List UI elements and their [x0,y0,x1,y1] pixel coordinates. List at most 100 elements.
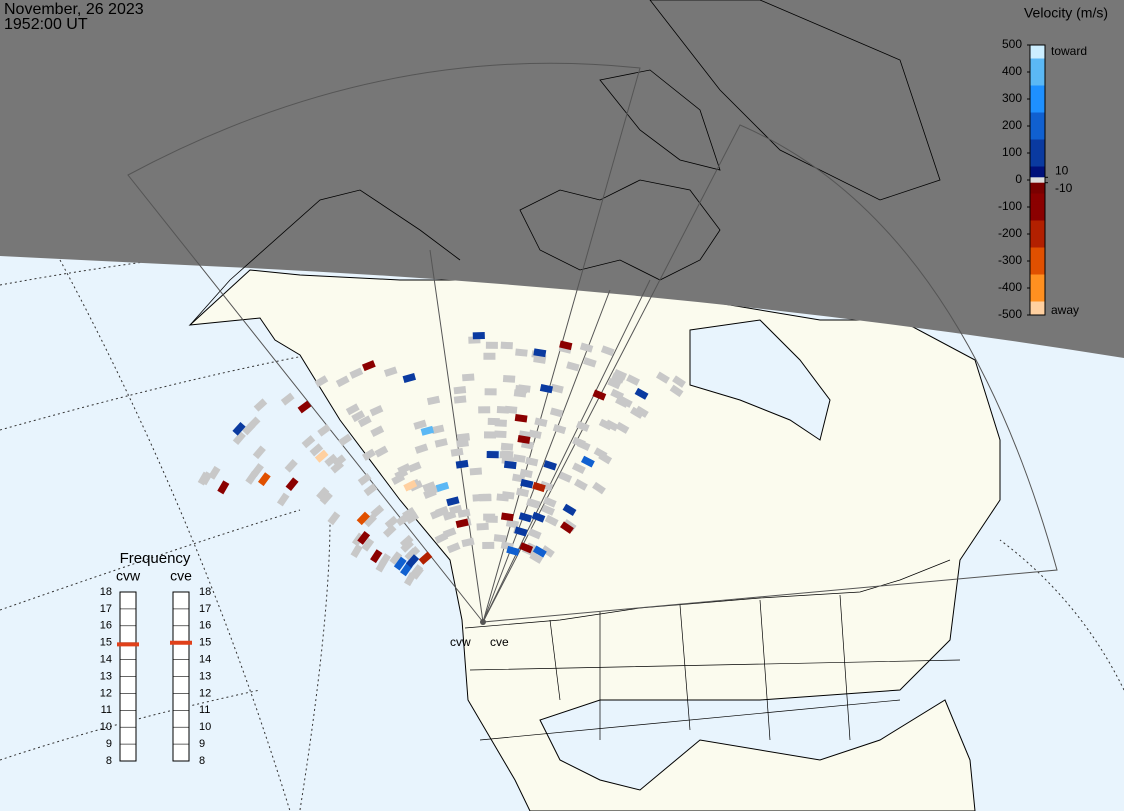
colorbar-step [1030,72,1045,76]
velocity-cell [285,477,299,492]
frequency-tick-label: 9 [199,738,205,750]
ground-scatter [502,374,516,383]
ground-scatter [549,407,564,418]
ground-scatter [370,425,385,438]
ground-scatter [485,515,498,523]
velocity-cell [539,383,554,394]
colorbar-step [1030,58,1045,62]
colorbar: 500 400 300 200 100 0 -100 -200 -300 -400 -500 10 -1… [998,37,1087,321]
ground-scatter [319,491,333,505]
ground-scatter [442,510,457,521]
velocity-cell [446,496,460,507]
radar-site [480,619,486,625]
velocity-cell [517,435,531,444]
colorbar-step [1030,88,1045,92]
ground-scatter [566,361,580,372]
colorbar-step [1030,296,1045,300]
colorbar-step [1030,136,1045,140]
ground-scatter [476,522,489,531]
frequency-tick-label: 13 [100,670,112,682]
ground-scatter [335,375,350,388]
ground-scatter [351,410,366,423]
ground-scatter [232,431,246,446]
velocity-cell [531,511,546,523]
colorbar-step [1030,166,1045,170]
colorbar-tick-label: 300 [1002,91,1022,105]
ground-scatter [375,558,388,573]
ground-scatter [453,386,467,395]
time: 1952:00 UT [4,16,88,33]
velocity-cell [532,481,546,493]
ground-scatter [583,357,597,368]
colorbar-step [1030,301,1045,305]
colorbar-step [1030,150,1045,154]
colorbar-step [1030,134,1045,138]
colorbar-tick-label: -400 [998,280,1022,294]
colorbar-step [1030,107,1045,111]
colorbar-step [1030,201,1045,205]
station-label: cvw [450,635,471,649]
arctic-coast [189,0,941,326]
colorbar-step [1030,155,1045,159]
colorbar-step [1030,123,1045,127]
velocity-cell [592,389,607,401]
colorbar-step [1030,47,1045,51]
ground-scatter [526,498,540,509]
colorbar-step [1030,188,1045,192]
ground-scatter [484,388,497,396]
colorbar-step [1030,231,1045,235]
colorbar-tick-label: -100 [998,199,1022,213]
colorbar-step [1030,277,1045,281]
ground-scatter [400,539,414,553]
velocity-cell [514,413,528,423]
ground-scatter [414,443,429,454]
colorbar-step [1030,244,1045,248]
velocity-cell [506,545,520,556]
colorbar-step [1030,261,1045,265]
ground-scatter [349,367,364,379]
colorbar-step [1030,293,1045,297]
colorbar-step [1030,80,1045,84]
colorbar-tick-label: 400 [1002,64,1022,78]
colorbar-step [1030,109,1045,113]
velocity-cell [435,481,450,492]
colorbar-step [1030,50,1045,54]
colorbar-step [1030,77,1045,81]
frequency-tick-label: 11 [199,704,210,716]
ground-scatter [394,468,409,480]
ground-scatter [655,371,670,384]
colorbar-step [1030,309,1045,313]
velocity-cell [559,340,573,351]
colorbar-step [1030,209,1045,213]
colorbar-step [1030,282,1045,286]
colorbar-step [1030,153,1045,157]
colorbar-tick-label: 10 [1055,163,1069,177]
colorbar-step [1030,223,1045,227]
colorbar-step [1030,139,1045,143]
velocity-cell [503,460,517,470]
ground-scatter [558,471,573,483]
ground-scatter [598,452,613,465]
colorbar-step [1030,55,1045,59]
ground-scatter [374,445,389,458]
colorbar-step [1030,53,1045,57]
ground-scatter [515,348,528,357]
frequency-tick-label: 15 [199,637,211,649]
frequency-tick-label: 8 [106,755,112,767]
ground-scatter [327,511,341,526]
ground-scatter [592,481,606,495]
colorbar-step [1030,263,1045,267]
ground-scatter [571,462,586,475]
ground-scatter [607,378,622,390]
frequency-tick-label: 12 [199,687,211,699]
ground-scatter [494,430,507,439]
colorbar-step [1030,279,1045,284]
colorbar-step [1030,93,1045,97]
colorbar-step [1030,104,1045,108]
ground-scatter [453,395,467,404]
ground-scatter [407,461,422,473]
colorbar-step [1030,182,1045,186]
colorbar-step [1030,298,1045,302]
velocity-cell [486,451,499,459]
frequency-tick-label: 15 [100,637,112,649]
